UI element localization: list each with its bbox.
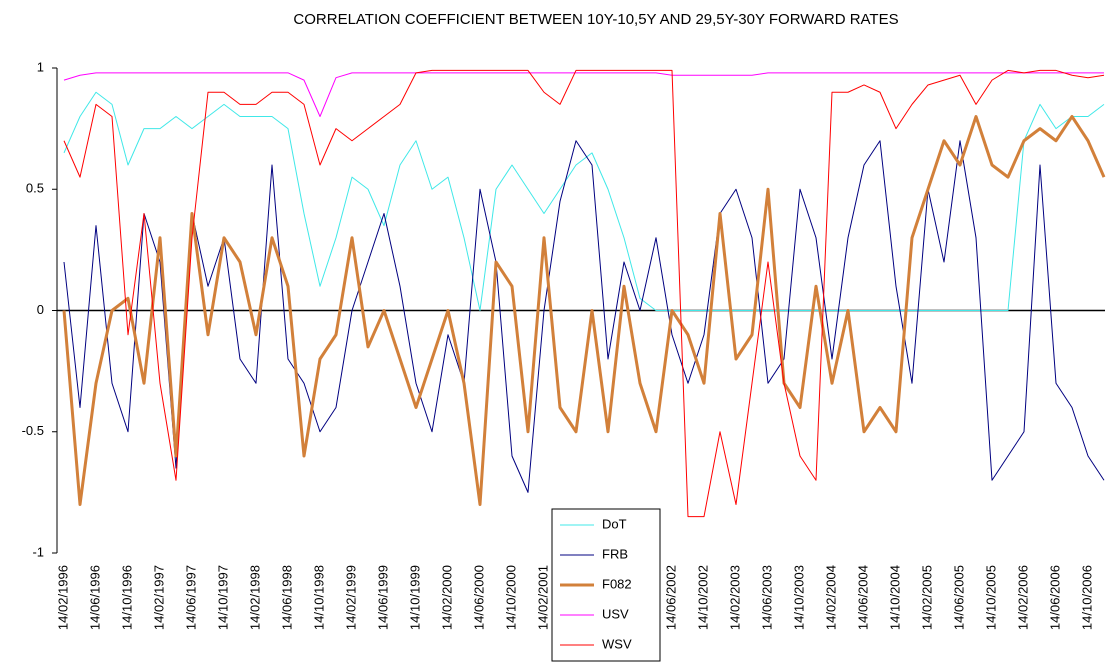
x-tick-label: 14/10/2003	[791, 565, 806, 630]
x-tick-label: 14/06/2002	[663, 565, 678, 630]
series-line	[62, 115, 1106, 506]
legend-label: F082	[602, 576, 632, 591]
legend-label: DoT	[602, 516, 627, 531]
y-tick-label: -1	[32, 544, 44, 559]
x-tick-label: 14/06/1999	[375, 565, 390, 630]
x-tick-label: 14/06/1997	[183, 565, 198, 630]
x-tick-label: 14/02/2004	[823, 565, 838, 630]
y-tick-label: -0.5	[22, 423, 44, 438]
series-line	[63, 72, 1104, 117]
legend-label: FRB	[602, 546, 628, 561]
series-line	[63, 69, 1105, 518]
x-tick-label: 14/06/2003	[759, 565, 774, 630]
y-tick-label: 1	[37, 59, 44, 74]
x-tick-label: 14/06/2005	[951, 565, 966, 630]
x-tick-label: 14/06/2000	[471, 565, 486, 630]
x-tick-label: 14/10/1996	[119, 565, 134, 630]
series-line	[63, 140, 1105, 493]
x-tick-label: 14/02/1998	[247, 565, 262, 630]
x-tick-label: 14/10/1999	[407, 565, 422, 630]
x-tick-label: 14/10/2005	[983, 565, 998, 630]
x-tick-label: 14/06/2004	[855, 565, 870, 630]
x-tick-label: 14/10/2000	[503, 565, 518, 630]
y-tick-label: 0.5	[26, 181, 44, 196]
x-tick-label: 14/02/2006	[1015, 565, 1030, 630]
series-line	[63, 91, 1105, 311]
x-tick-label: 14/10/2002	[695, 565, 710, 630]
legend-label: WSV	[602, 636, 632, 651]
x-tick-label: 14/02/1999	[343, 565, 358, 630]
x-tick-label: 14/10/2004	[887, 565, 902, 630]
legend-label: USV	[602, 606, 629, 621]
x-tick-label: 14/10/1998	[311, 565, 326, 630]
x-tick-label: 14/06/1996	[87, 565, 102, 630]
x-tick-label: 14/02/1996	[55, 565, 70, 630]
x-tick-label: 14/06/1998	[279, 565, 294, 630]
x-tick-label: 14/02/2000	[439, 565, 454, 630]
x-tick-label: 14/02/2001	[535, 565, 550, 630]
x-tick-label: 14/06/2006	[1047, 565, 1062, 630]
chart-title: CORRELATION COEFFICIENT BETWEEN 10Y-10,5…	[293, 11, 898, 28]
x-tick-label: 14/02/2005	[919, 565, 934, 630]
x-tick-label: 14/02/1997	[151, 565, 166, 630]
y-tick-label: 0	[37, 302, 44, 317]
x-tick-label: 14/02/2003	[727, 565, 742, 630]
x-tick-label: 14/10/1997	[215, 565, 230, 630]
x-tick-label: 14/10/2006	[1079, 565, 1094, 630]
